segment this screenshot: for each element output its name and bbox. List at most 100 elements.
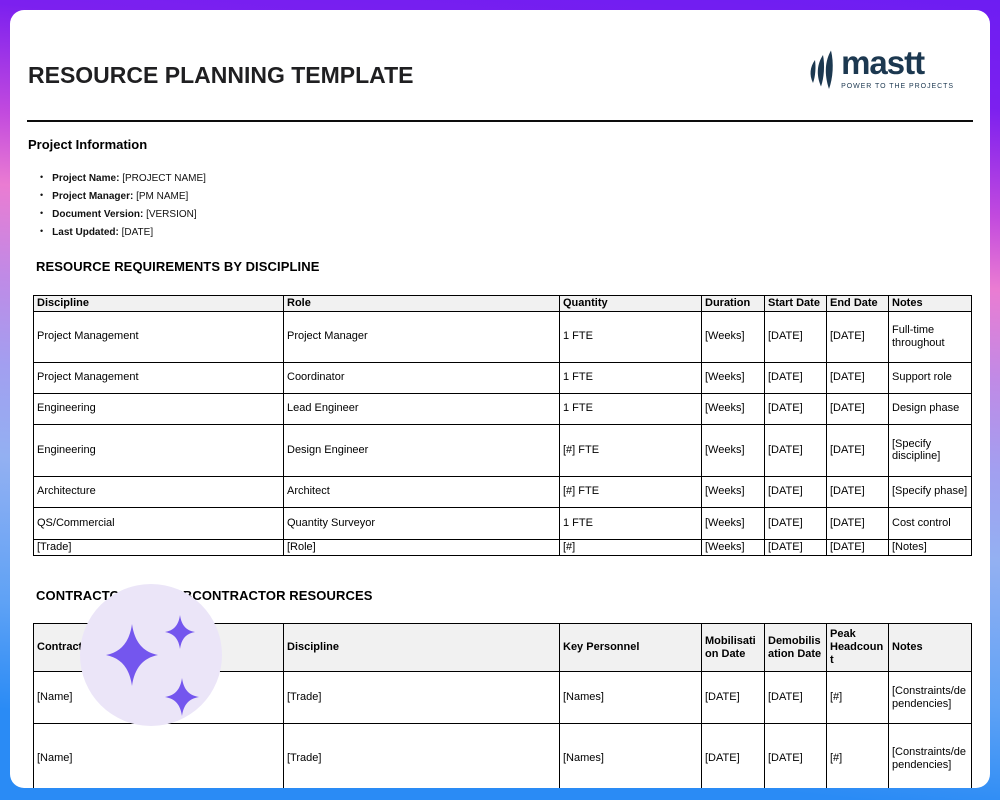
column-header: Discipline <box>283 623 560 672</box>
brand-tagline: POWER TO THE PROJECTS <box>841 83 954 90</box>
table-row: QS/Commercial Quantity Surveyor 1 FTE [Week… <box>33 506 972 540</box>
cell: [Weeks] <box>701 361 765 394</box>
cell: [Weeks] <box>701 475 765 508</box>
cell: Quantity Surveyor <box>283 506 560 540</box>
cell: [DATE] <box>701 723 765 788</box>
resource-table: Discipline Role Quantity Duration Start Date… <box>33 295 972 556</box>
cell: Engineering <box>33 392 284 425</box>
cell: [#] <box>826 723 889 788</box>
cell: [Role] <box>283 538 560 556</box>
column-header: End Date <box>826 295 889 312</box>
cell: [DATE] <box>826 475 889 508</box>
cell: [Trade] <box>283 671 560 724</box>
cell: [Specify discipline] <box>888 423 972 477</box>
cell: [Names] <box>559 671 702 724</box>
cell: Support role <box>888 361 972 394</box>
cell: [Weeks] <box>701 310 765 363</box>
cell: [DATE] <box>764 423 827 477</box>
cell: [DATE] <box>764 671 827 724</box>
cell: [Trade] <box>33 538 284 556</box>
cell: [DATE] <box>764 723 827 788</box>
column-header: Duration <box>701 295 765 312</box>
table-row: Project Management Coordinator 1 FTE [Weeks… <box>33 361 972 394</box>
cell: QS/Commercial <box>33 506 284 540</box>
cell: Design Engineer <box>283 423 560 477</box>
logo-text: mastt POWER TO THE PROJECTS <box>841 46 954 92</box>
cell: [#] <box>826 671 889 724</box>
table-row: [Trade] [Role] [#] [Weeks] [DATE] [DATE] [Note… <box>33 538 972 556</box>
project-info-item: Project Manager: [PM NAME] <box>40 190 206 208</box>
mastt-logo: mastt POWER TO THE PROJECTS <box>806 46 954 92</box>
project-info-item: Document Version: [VERSION] <box>40 208 206 226</box>
cell: [Constraints/dependencies] <box>888 671 972 724</box>
header-row: Discipline Role Quantity Duration Start Date… <box>33 295 972 312</box>
cell: [Specify phase] <box>888 475 972 508</box>
column-header: Demobilisation Date <box>764 623 827 672</box>
column-header: Quantity <box>559 295 702 312</box>
cell: [Trade] <box>283 723 560 788</box>
document-page: RESOURCE PLANNING TEMPLATE mastt POWER T… <box>10 10 990 788</box>
column-header: Notes <box>888 623 972 672</box>
cell: [#] FTE <box>559 423 702 477</box>
table-row: Architecture Architect [#] FTE [Weeks] [DATE… <box>33 475 972 508</box>
cell: [DATE] <box>826 310 889 363</box>
cell: [DATE] <box>826 423 889 477</box>
cell: 1 FTE <box>559 392 702 425</box>
cell: 1 FTE <box>559 310 702 363</box>
cell: [DATE] <box>826 506 889 540</box>
column-header: Mobilisation Date <box>701 623 765 672</box>
cell: [#] <box>559 538 702 556</box>
cell: [DATE] <box>764 361 827 394</box>
cell: Coordinator <box>283 361 560 394</box>
cell: [DATE] <box>764 310 827 363</box>
table-row: Engineering Lead Engineer 1 FTE [Weeks] [DAT… <box>33 392 972 425</box>
resource-section-heading: RESOURCE REQUIREMENTS BY DISCIPLINE <box>36 259 320 274</box>
cell: [DATE] <box>826 361 889 394</box>
project-info-item: Project Name: [PROJECT NAME] <box>40 172 206 190</box>
cell: [Names] <box>559 723 702 788</box>
cell: [DATE] <box>826 538 889 556</box>
project-info-item: Last Updated: [DATE] <box>40 226 206 244</box>
table-row: [Name] [Trade] [Names] [DATE] [DATE] [#] [Cons… <box>33 723 972 788</box>
column-header: Discipline <box>33 295 284 312</box>
cell: [Constraints/dependencies] <box>888 723 972 788</box>
cell: [Notes] <box>888 538 972 556</box>
table-row: Project Management Project Manager 1 FTE [W… <box>33 310 972 363</box>
cell: Lead Engineer <box>283 392 560 425</box>
page-title: RESOURCE PLANNING TEMPLATE <box>28 62 414 88</box>
cell: Architecture <box>33 475 284 508</box>
cell: [Weeks] <box>701 538 765 556</box>
column-header: Peak Headcount <box>826 623 889 672</box>
cell: [DATE] <box>764 538 827 556</box>
cell: Project Management <box>33 310 284 363</box>
cell: [Weeks] <box>701 506 765 540</box>
cell: 1 FTE <box>559 506 702 540</box>
cell: Project Manager <box>283 310 560 363</box>
cell: 1 FTE <box>559 361 702 394</box>
project-info-heading: Project Information <box>28 137 148 152</box>
cell: [#] FTE <box>559 475 702 508</box>
sparkle-badge <box>80 584 222 726</box>
cell: Design phase <box>888 392 972 425</box>
brand-wordmark: mastt <box>841 44 925 81</box>
cell: [DATE] <box>826 392 889 425</box>
cell: [DATE] <box>764 475 827 508</box>
cell: [Name] <box>33 723 284 788</box>
column-header: Notes <box>888 295 972 312</box>
cell: [Weeks] <box>701 392 765 425</box>
mastt-sail-icon <box>810 50 833 89</box>
divider <box>27 120 973 122</box>
cell: Engineering <box>33 423 284 477</box>
column-header: Role <box>283 295 560 312</box>
column-header: Start Date <box>764 295 827 312</box>
cell: Full-time throughout <box>888 310 972 363</box>
cell: Architect <box>283 475 560 508</box>
cell: [DATE] <box>701 671 765 724</box>
cell: [DATE] <box>764 392 827 425</box>
project-info-list: Project Name: [PROJECT NAME]Project Mana… <box>40 172 206 244</box>
sparkle-stars-icon <box>106 615 199 716</box>
cell: Project Management <box>33 361 284 394</box>
table-row: Engineering Design Engineer [#] FTE [Weeks]… <box>33 423 972 477</box>
cell: [DATE] <box>764 506 827 540</box>
